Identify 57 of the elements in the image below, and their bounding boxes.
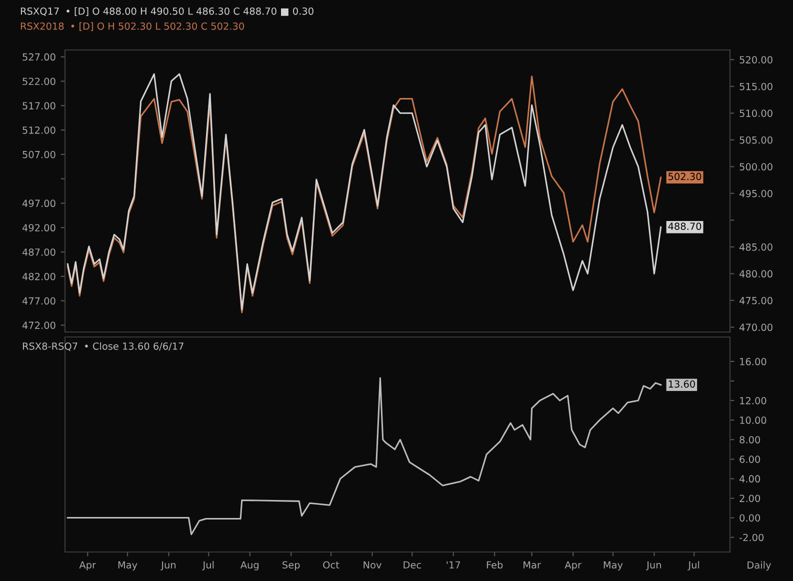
data-label: 488.70	[668, 222, 702, 230]
x-tick-label: Jun	[646, 561, 661, 570]
y2-tick-label: 495.00	[740, 190, 772, 198]
text: RSXQ17	[20, 7, 59, 16]
y-tick-label: 16.00	[740, 358, 766, 366]
x-tick-label: '17	[446, 561, 460, 568]
x-tick-label: May	[118, 561, 138, 570]
text: Daily	[748, 561, 771, 571]
y-tick-label: 482.00	[22, 272, 56, 280]
y2-tick-label: 500.00	[740, 163, 772, 170]
text: • [D] O H 502.30 L 502.30 C 502.30	[71, 22, 244, 31]
y-tick-label: 512.00	[22, 126, 56, 134]
y-tick-label: 487.00	[22, 248, 56, 256]
x-tick-label: Nov	[364, 561, 382, 569]
y-tick-label: 10.00	[740, 416, 766, 424]
y2-tick-label: 475.00	[740, 296, 772, 304]
annotation: • Close 13.60 6/6/17	[85, 342, 184, 351]
y2-tick-label: 520.00	[740, 56, 772, 64]
y2-tick-label: 510.00	[740, 110, 772, 117]
x-tick-label: May	[604, 561, 623, 570]
data-label: 502.30	[668, 172, 702, 180]
data-label: 13.60	[668, 380, 695, 388]
y2-tick-label: 485.00	[740, 243, 772, 251]
x-tick-label: Aug	[240, 561, 258, 570]
y-tick-label: 0.00	[740, 514, 760, 522]
x-tick-label: Oct	[323, 561, 340, 569]
x-tick-label: Jul	[688, 561, 700, 570]
y-tick-label: 2.00	[740, 494, 760, 502]
x-tick-label: Sep	[282, 561, 300, 570]
y-tick-label: 12.00	[740, 397, 766, 404]
text: RSX2018	[20, 22, 64, 30]
line-series	[66, 377, 662, 536]
y-tick-label: 8.00	[740, 436, 760, 444]
x-tick-label: Feb	[486, 561, 503, 569]
x-tick-label: Jul	[202, 561, 214, 570]
y-tick-label: 6.00	[740, 456, 760, 463]
y-tick-label: 507.00	[22, 150, 56, 158]
x-tick-label: Dec	[404, 561, 421, 569]
y2-tick-label: 480.00	[740, 270, 772, 278]
x-tick-label: Mar	[524, 561, 541, 569]
y-tick-label: 517.00	[22, 102, 56, 110]
y-tick-label: 527.00	[22, 53, 56, 61]
y-tick-label: 522.00	[22, 78, 56, 86]
y2-tick-label: 505.00	[740, 136, 772, 144]
text: • [D] O 488.00 H 490.50 L 486.30 C 488.70 ■ 0.30	[66, 7, 314, 16]
y-tick-label: 497.00	[22, 200, 56, 208]
y2-tick-label: 515.00	[740, 82, 772, 90]
y2-tick-label: 470.00	[740, 324, 772, 332]
y-tick-label: -2.00	[740, 534, 764, 542]
y-tick-label: 477.00	[22, 297, 56, 305]
x-tick-label: Jun	[160, 561, 176, 570]
x-tick-label: Apr	[79, 561, 96, 570]
text: RSX8-RSQ7	[22, 342, 78, 351]
y-tick-label: 4.00	[740, 475, 760, 483]
x-tick-label: Apr	[564, 561, 582, 570]
y-tick-label: 492.00	[22, 224, 56, 232]
y-tick-label: 472.00	[22, 322, 56, 329]
